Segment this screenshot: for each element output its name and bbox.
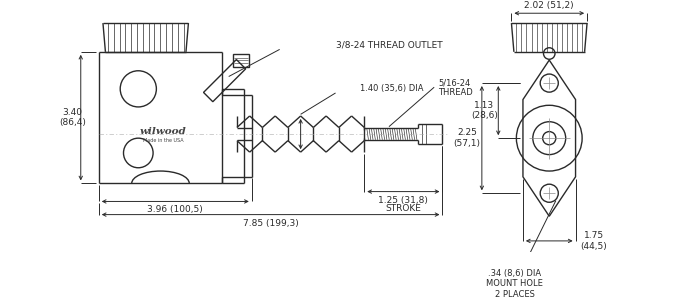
Text: Made in the USA: Made in the USA — [143, 138, 183, 143]
Text: 7.85 (199,3): 7.85 (199,3) — [243, 219, 298, 228]
Text: .34 (8,6) DIA
MOUNT HOLE
2 PLACES: .34 (8,6) DIA MOUNT HOLE 2 PLACES — [486, 269, 543, 299]
Text: 1.40 (35,6) DIA: 1.40 (35,6) DIA — [360, 84, 424, 93]
Text: wilwood: wilwood — [139, 127, 186, 136]
Text: 1.25 (31,8): 1.25 (31,8) — [379, 196, 428, 205]
Text: 2.25
(57,1): 2.25 (57,1) — [454, 129, 481, 148]
Text: 5/16-24: 5/16-24 — [438, 79, 470, 88]
Text: 1.75
(44,5): 1.75 (44,5) — [580, 231, 607, 251]
Text: 3/8-24 THREAD OUTLET: 3/8-24 THREAD OUTLET — [335, 41, 442, 50]
Text: 2.02 (51,2): 2.02 (51,2) — [524, 1, 574, 10]
Text: 1.13
(28,6): 1.13 (28,6) — [471, 101, 498, 120]
Text: THREAD: THREAD — [438, 88, 473, 97]
Text: STROKE: STROKE — [386, 204, 421, 213]
Text: 3.40
(86,4): 3.40 (86,4) — [59, 108, 86, 127]
Text: 3.96 (100,5): 3.96 (100,5) — [148, 205, 203, 214]
